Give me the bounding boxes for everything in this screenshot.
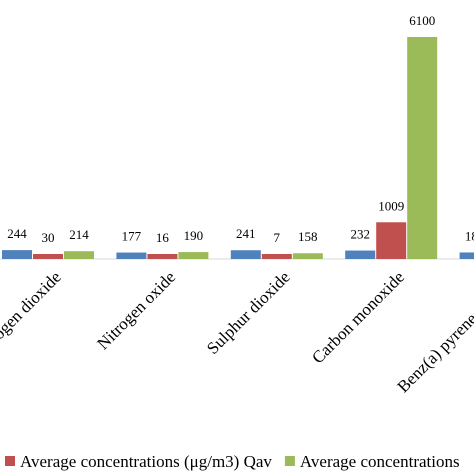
legend-swatch [5,456,15,466]
x-tick-label: Carbon monoxide [308,267,408,367]
data-label: 16 [156,230,170,245]
bar [64,251,94,259]
data-label: 241 [236,226,256,241]
bar [292,253,323,259]
bar [33,254,63,259]
data-label: 1009 [378,198,404,213]
bar [116,252,147,259]
data-label: 30 [42,230,55,245]
x-tick-label: Nitrogen oxide [93,267,179,353]
legend-label: Average concentrations (μg/m3) Qav [20,452,272,471]
data-label: 244 [7,226,27,241]
legend-swatch [284,456,295,466]
x-tick-label: Benz(a) pyrene (ng/m3) [394,267,474,396]
legend-label: Average concentrations [300,452,460,471]
bar [459,252,474,259]
bar [345,250,376,259]
data-label: 180 [465,228,474,243]
data-label: 232 [350,227,370,242]
data-label: 158 [298,229,318,244]
bar [407,37,438,259]
x-tick-label: Sulphur dioxide [203,267,294,358]
data-label: 190 [184,228,204,243]
data-label: 214 [69,227,89,242]
bar [230,250,261,259]
x-tick-label: Nitrogen dioxide [0,267,65,362]
bar [178,252,209,259]
data-label: 6100 [409,13,435,28]
data-label: 177 [122,229,142,244]
data-label: 7 [274,230,281,245]
bar [376,222,407,259]
bar [2,250,32,259]
bar [261,254,292,259]
bar [147,254,178,259]
